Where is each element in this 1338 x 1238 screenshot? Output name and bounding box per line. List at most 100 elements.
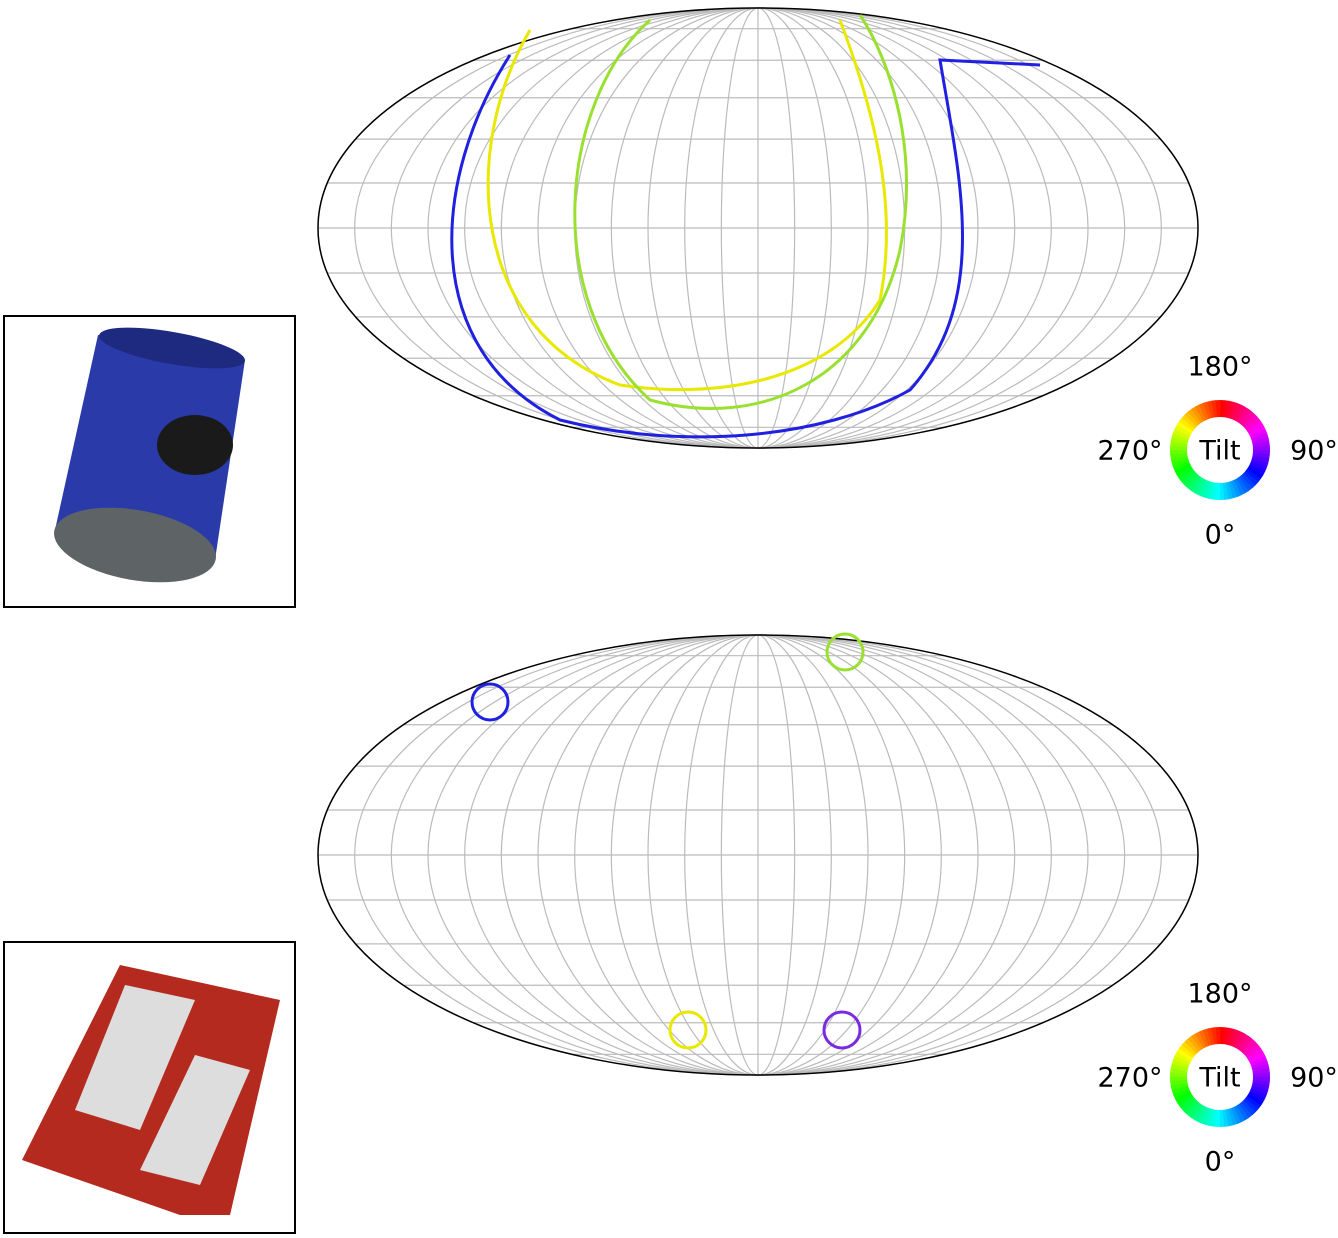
colorwheel-segment [1247,1048,1264,1061]
colorwheel-segment [1238,409,1253,425]
colorwheel-segment [1250,458,1269,468]
colorwheel-segment [1173,428,1191,439]
colorwheel-segment [1236,1033,1250,1051]
colorwheel-label: 90° [1290,1063,1338,1094]
colorwheel-segment [1251,1082,1270,1091]
colorwheel-label: 0° [1205,1147,1236,1178]
colorwheel-segment [1187,1102,1202,1118]
colorwheel-segment [1252,445,1270,451]
colorwheel-segment [1215,400,1221,418]
colorwheel-label: 0° [1205,520,1236,551]
colorwheel-segment [1195,1031,1207,1049]
colorwheel-segment [1248,1090,1266,1103]
colorwheel-segment [1170,449,1188,455]
colorwheel-segment [1190,1103,1204,1121]
colorwheel-segment [1225,1108,1233,1127]
colorwheel-segment [1202,1028,1212,1046]
colorwheel-segment [1206,481,1215,500]
colorwheel-segment [1228,1108,1238,1126]
colorwheel-segment [1171,1085,1189,1095]
colorwheel-segment [1231,479,1242,498]
colorwheel-segment [1170,436,1189,445]
colorwheel-segment [1233,1031,1246,1049]
colorwheel-segment [1252,1068,1270,1075]
colorwheel-segment [1248,425,1266,437]
colorwheel-segment [1198,479,1209,497]
colorwheel-segment [1233,478,1245,496]
colorwheel-segment [1236,477,1249,494]
colorwheel-segment [1179,1044,1195,1059]
colorwheel-segment [1170,1082,1189,1090]
object-can [54,327,245,583]
colorwheel-segment [1173,1055,1191,1066]
colorwheel-segment [1190,476,1204,494]
colorwheel-segment [1211,400,1218,418]
colorwheel-segment [1251,432,1269,442]
colorwheel-segment [1202,1107,1212,1126]
colorwheel-segment [1194,478,1207,496]
colorwheel-segment [1210,482,1218,500]
colorwheel-segment [1252,1079,1270,1087]
colorwheel-segment [1250,1085,1269,1095]
colorwheel-segment [1174,424,1192,437]
colorwheel-segment [1245,1095,1261,1110]
colorwheel-segment [1170,455,1189,463]
map-outline [317,634,1199,1076]
colorwheel-segment [1170,440,1188,448]
colorwheel-segment [1220,400,1225,418]
colorwheel-segment [1231,1030,1242,1048]
colorwheel-segment [1231,403,1242,421]
colorwheel-segment [1252,450,1270,455]
colorwheel-segment [1187,408,1202,425]
colorwheel-segment [1181,414,1197,429]
colorwheel-segment [1172,1088,1191,1099]
colorwheel-segment [1176,466,1193,479]
colorwheel-segment [1222,482,1229,500]
colorwheel-segment [1243,1041,1259,1057]
colorwheel-segment [1240,473,1256,489]
colorwheel-segment [1211,1027,1218,1045]
colorwheel-segment [1233,404,1246,422]
mollweide-map [317,634,1199,1076]
colorwheel-segment [1181,470,1197,486]
colorwheel-segment [1178,1095,1195,1110]
colorwheel-segment [1174,1090,1192,1102]
colorwheel-segment [1219,1109,1225,1127]
colorwheel-segment [1251,1064,1270,1072]
colorwheel-segment [1179,417,1195,432]
colorwheel-segment [1181,1097,1197,1113]
colorwheel-label: 180° [1187,352,1252,383]
colorwheel-label: 270° [1097,1063,1162,1094]
colorwheel-segment [1252,441,1270,448]
colorwheel-segment [1215,1027,1221,1045]
colorwheel-segment [1170,1063,1189,1072]
colorwheel-segment [1181,1041,1197,1056]
colorwheel-segment [1198,1029,1209,1048]
colorwheel-segment [1176,420,1194,434]
colorwheel-segment [1243,414,1259,430]
colorwheel-segment [1198,402,1209,421]
colorwheel-segment [1171,1059,1190,1069]
colorwheel-segment [1231,1106,1242,1125]
colorwheel-segment [1252,1072,1270,1078]
colorwheel-segment [1222,1109,1229,1127]
colorwheel-segment [1184,1038,1200,1054]
colorwheel-segment [1236,406,1250,424]
colorwheel-segment [1251,1059,1269,1069]
colorwheel-segment [1225,481,1233,500]
colorwheel-segment [1243,1098,1259,1113]
colorwheel-segment [1176,1093,1193,1106]
colorwheel-segment [1252,452,1270,460]
colorwheel-label: 180° [1187,979,1252,1010]
colorwheel-segment [1215,482,1220,500]
colorwheel-segment [1174,463,1192,475]
colorwheel-segment [1248,463,1266,476]
colorwheel-segment [1207,1027,1215,1046]
colorwheel-segment [1247,421,1264,434]
colorwheel-segment [1249,461,1267,472]
colorwheel-segment [1202,480,1212,499]
colorwheel-segment [1222,400,1230,418]
colorwheel-segment [1248,1052,1266,1064]
colorwheel-segment [1245,468,1261,483]
colorwheel-segment [1241,1038,1256,1054]
